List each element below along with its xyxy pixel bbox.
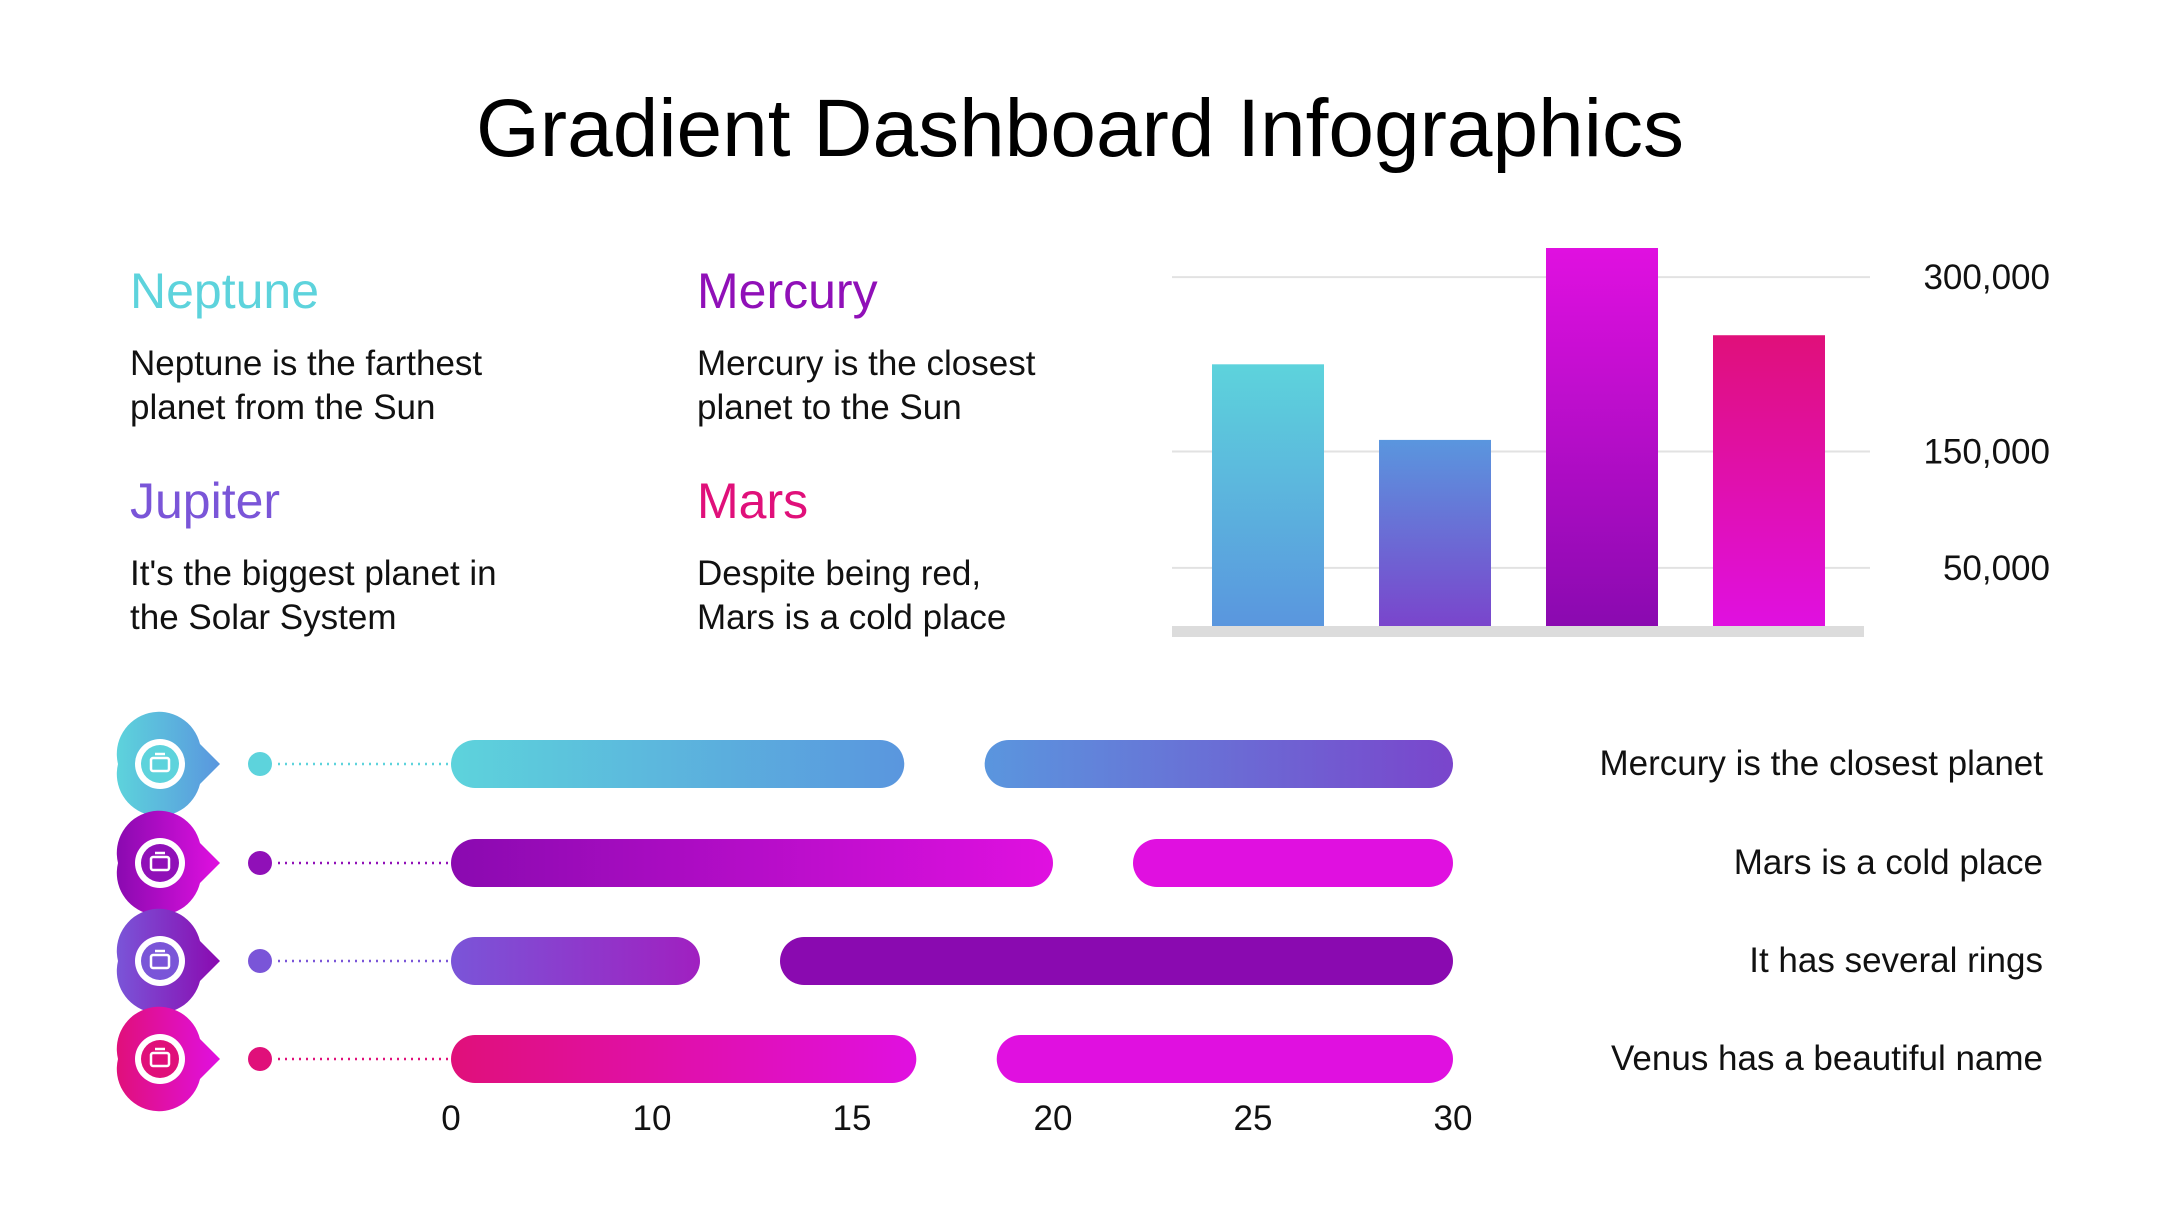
planet-desc-neptune: Neptune is the farthest planet from the …: [130, 344, 483, 427]
bar: [1212, 364, 1324, 626]
planet-neptune: Neptune Neptune is the farthest planet f…: [130, 266, 610, 430]
page-title: Gradient Dashboard Infographics: [476, 83, 1684, 174]
x-tick-label: 20: [1034, 1099, 1073, 1138]
row-label: Mercury is the closest planet: [1599, 744, 2043, 783]
briefcase-icon: [141, 745, 179, 783]
range-bar: [451, 1035, 917, 1083]
row-dot: [248, 949, 272, 973]
person-icon: [141, 1040, 179, 1078]
row-dot: [248, 752, 272, 776]
bar: [1713, 335, 1825, 626]
x-tick-label: 30: [1434, 1099, 1473, 1138]
range-bar: [780, 937, 1453, 985]
row-marker: [116, 908, 220, 1014]
row-marker: [116, 1006, 220, 1112]
planet-mars: Mars Despite being red, Mars is a cold p…: [697, 476, 1177, 640]
y-tick-label: 150,000: [1923, 433, 2050, 472]
row-label: Mars is a cold place: [1733, 843, 2043, 882]
y-tick-label: 300,000: [1923, 258, 2050, 297]
planet-name-neptune: Neptune: [130, 263, 320, 319]
x-axis-baseline: [1172, 626, 1864, 637]
planet-mercury: Mercury Mercury is the closest planet to…: [697, 266, 1177, 430]
bar-chart: 50,000 150,000 300,000: [1172, 248, 2050, 637]
bar: [1379, 439, 1491, 626]
x-tick-label: 0: [441, 1099, 460, 1138]
car-icon: [141, 942, 179, 980]
row-marker: [116, 810, 220, 916]
x-tick-label: 10: [633, 1099, 672, 1138]
range-bar: [451, 740, 905, 788]
worker-icon: [141, 844, 179, 882]
row-label: It has several rings: [1749, 941, 2043, 980]
bar: [1546, 248, 1658, 626]
x-tick-label: 25: [1234, 1099, 1273, 1138]
planet-name-jupiter: Jupiter: [130, 473, 281, 529]
row-dot: [248, 1047, 272, 1071]
range-bar: [984, 740, 1453, 788]
row-label: Venus has a beautiful name: [1611, 1039, 2043, 1078]
planet-desc-mars: Despite being red, Mars is a cold place: [697, 554, 1007, 637]
planet-name-mars: Mars: [697, 473, 809, 529]
range-bar: [451, 839, 1053, 887]
row-dot: [248, 851, 272, 875]
range-bar: [451, 937, 700, 985]
range-bar: [1133, 839, 1453, 887]
planet-jupiter: Jupiter It's the biggest planet in the S…: [130, 476, 610, 640]
y-tick-label: 50,000: [1943, 549, 2050, 588]
planet-desc-mercury: Mercury is the closest planet to the Sun: [697, 344, 1036, 427]
x-tick-label: 15: [833, 1099, 872, 1138]
planet-name-mercury: Mercury: [697, 263, 878, 319]
range-bar: [996, 1035, 1453, 1083]
planet-desc-jupiter: It's the biggest planet in the Solar Sys…: [130, 554, 497, 637]
row-marker: [116, 711, 220, 817]
